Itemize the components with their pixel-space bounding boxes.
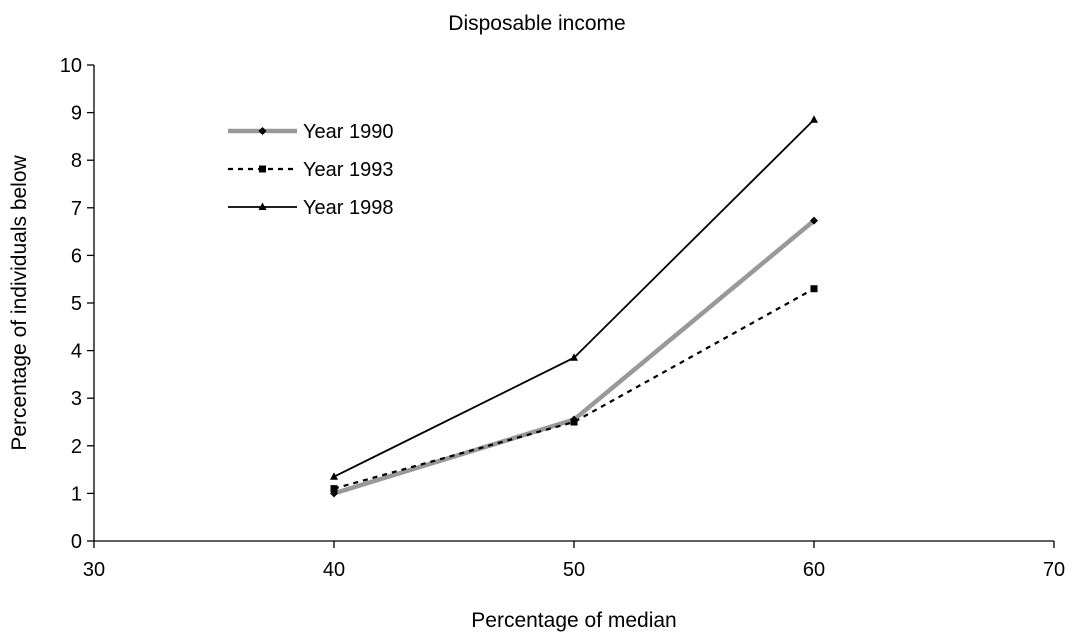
series-line bbox=[333, 287, 815, 490]
data-point-square bbox=[259, 165, 266, 173]
chart-title: Disposable income bbox=[448, 12, 625, 35]
x-tick-label: 40 bbox=[323, 559, 345, 581]
series-year-1993 bbox=[330, 285, 818, 493]
y-axis-ticks: 0 1 2 3 4 5 6 7 8 9 10 bbox=[60, 55, 94, 553]
x-tick-label: 70 bbox=[1043, 559, 1065, 581]
y-tick-label: 7 bbox=[71, 198, 82, 220]
x-tick-label: 30 bbox=[83, 559, 105, 581]
y-axis-label: Percentage of individuals below bbox=[8, 154, 31, 450]
data-point-diamond bbox=[810, 216, 818, 225]
y-tick-label: 2 bbox=[71, 436, 82, 458]
legend-label: Year 1998 bbox=[303, 197, 393, 219]
data-point-triangle bbox=[258, 202, 267, 210]
y-tick-label: 9 bbox=[71, 103, 82, 125]
legend-label: Year 1993 bbox=[303, 159, 393, 181]
y-tick-label: 6 bbox=[71, 245, 82, 267]
x-tick-label: 60 bbox=[803, 559, 825, 581]
data-point-square bbox=[810, 285, 818, 293]
data-point-triangle bbox=[330, 472, 338, 480]
plot-area bbox=[93, 65, 1054, 542]
data-point-triangle bbox=[810, 115, 818, 123]
data-point-triangle bbox=[570, 353, 578, 361]
y-tick-label: 5 bbox=[71, 293, 82, 315]
x-axis-label: Percentage of median bbox=[471, 609, 676, 632]
legend-entry: Year 1993 bbox=[228, 159, 393, 181]
y-tick-label: 8 bbox=[71, 150, 82, 172]
series-layer bbox=[330, 115, 818, 498]
legend-entry: Year 1990 bbox=[228, 121, 393, 143]
y-tick-label: 0 bbox=[71, 531, 82, 553]
x-tick-label: 50 bbox=[563, 559, 585, 581]
y-tick-label: 4 bbox=[71, 341, 82, 363]
data-point-square bbox=[330, 485, 338, 493]
data-point-diamond bbox=[258, 127, 267, 135]
x-axis-ticks: 30 40 50 60 70 bbox=[83, 541, 1065, 581]
y-tick-label: 1 bbox=[71, 483, 82, 505]
y-tick-label: 3 bbox=[71, 388, 82, 410]
y-tick-label: 10 bbox=[60, 55, 82, 77]
series-year-1998 bbox=[330, 115, 818, 480]
data-point-square bbox=[570, 418, 578, 426]
legend: Year 1990 Year 1993 Year 1998 bbox=[228, 121, 393, 219]
legend-entry: Year 1998 bbox=[228, 197, 393, 219]
legend-label: Year 1990 bbox=[303, 121, 393, 143]
